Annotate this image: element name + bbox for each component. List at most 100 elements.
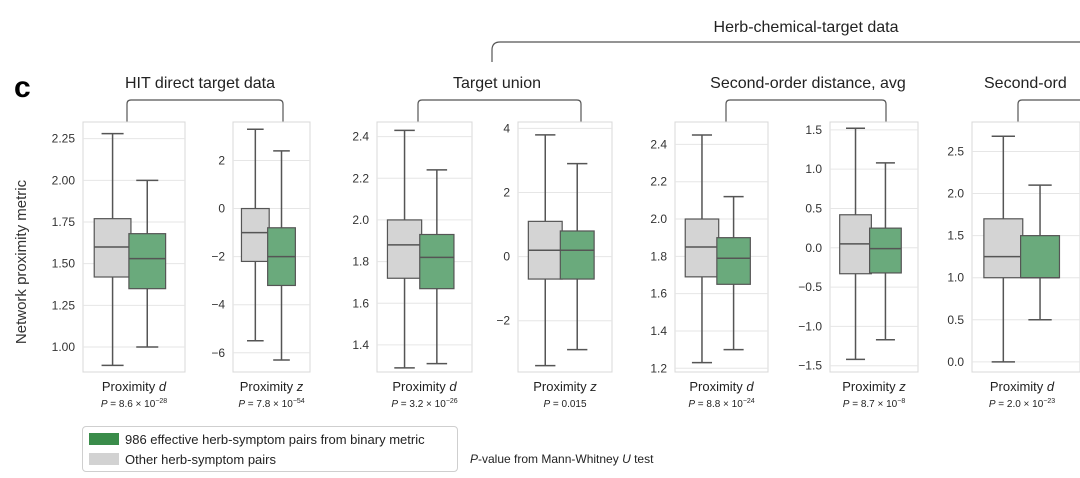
y-tick-label: 1.4: [650, 324, 667, 338]
y-tick-label: 0.0: [805, 241, 822, 255]
y-tick-label: 0.5: [947, 313, 964, 327]
x-axis-label: Proximity z: [533, 379, 597, 394]
y-tick-label: 1.5: [947, 229, 964, 243]
legend-item-effective: 986 effective herb-symptom pairs from bi…: [89, 429, 425, 449]
legend-swatch-effective: [89, 433, 119, 445]
box-other: [684, 134, 720, 364]
group-label: Target union: [453, 75, 541, 92]
x-axis-label: Proximity d: [990, 379, 1055, 394]
box-panel: 1.00 1.25 1.50 1.75 2.00 2.25 Proximity d P = 8…: [52, 121, 186, 410]
box-iqr: [419, 233, 455, 290]
y-tick-label: −0.5: [798, 280, 822, 294]
y-tick-label: 0: [218, 202, 225, 216]
legend-label-other: Other herb-symptom pairs: [125, 451, 276, 467]
p-value-label: P = 3.2 × 10−26: [391, 398, 457, 410]
test-note-u: U: [622, 452, 631, 466]
x-axis-label: Proximity z: [842, 379, 906, 394]
group-label: Second-ord: [984, 75, 1067, 92]
x-axis-label: Proximity d: [392, 379, 457, 394]
x-axis-label: Proximity d: [689, 379, 754, 394]
y-tick-label: 0.0: [947, 355, 964, 369]
box-iqr: [386, 219, 423, 279]
box-iqr: [1019, 235, 1061, 279]
y-tick-label: 2.2: [650, 175, 667, 189]
box-other: [527, 134, 563, 367]
y-tick-label: −6: [211, 346, 225, 360]
y-tick-label: 2.00: [52, 173, 76, 187]
box-panel: 1.4 1.6 1.8 2.0 2.2 2.4 Proximity d P = 3.2 × 1…: [352, 121, 473, 410]
legend-label-effective: 986 effective herb-symptom pairs from bi…: [125, 431, 425, 447]
p-value-label: P = 8.6 × 10−28: [101, 398, 167, 410]
y-tick-label: 1.0: [805, 162, 822, 176]
box-effective: [716, 195, 751, 351]
panel-letter: c: [14, 71, 31, 104]
group-label: Second-order distance, avg: [710, 75, 906, 92]
y-tick-label: 2.5: [947, 144, 964, 158]
p-value-label: P = 0.015: [543, 399, 587, 410]
box-other: [93, 132, 132, 367]
y-tick-label: 0.5: [805, 201, 822, 215]
y-tick-label: 2.0: [650, 212, 667, 226]
y-tick-label: 1.25: [52, 298, 76, 312]
group-label: HIT direct target data: [125, 75, 275, 92]
test-note: P-value from Mann-Whitney U test: [470, 452, 653, 466]
legend-item-other: Other herb-symptom pairs: [89, 449, 276, 469]
y-tick-label: 1.8: [352, 255, 369, 269]
box-panel: −1.5 −1.0 −0.5 0.0 0.5 1.0 1.5 Proximity z P = 8…: [798, 121, 919, 410]
box-other: [240, 128, 270, 342]
y-tick-label: 2: [218, 153, 225, 167]
box-panel: −2 0 2 4 Proximity z P = 0.015: [496, 121, 613, 410]
y-tick-label: 2.4: [650, 137, 667, 151]
box-iqr: [240, 207, 270, 263]
box-effective: [1019, 184, 1061, 321]
box-iqr: [716, 237, 751, 285]
y-tick-label: 2.25: [52, 132, 76, 146]
box-iqr: [559, 230, 595, 280]
x-axis-label: Proximity z: [240, 379, 304, 394]
y-tick-label: 2.0: [947, 187, 964, 201]
box-iqr: [868, 227, 902, 274]
test-note-p: P: [470, 452, 479, 466]
y-tick-label: 4: [503, 121, 510, 135]
test-note-suffix: test: [630, 452, 654, 466]
y-tick-label: 0: [503, 250, 510, 264]
group-bracket: [725, 99, 887, 124]
box-panel: 0.0 0.5 1.0 1.5 2.0 2.5 Proximity d P = 2.0 × 1…: [947, 121, 1080, 410]
y-tick-label: 2.0: [352, 213, 369, 227]
box-effective: [559, 162, 595, 351]
p-value-label: P = 8.8 × 10−24: [688, 398, 754, 410]
y-tick-label: 1.50: [52, 257, 76, 271]
box-iqr: [983, 218, 1024, 279]
y-axis-label: Network proximity metric: [13, 179, 30, 344]
y-tick-label: 1.00: [52, 340, 76, 354]
box-other: [839, 127, 872, 361]
legend: 986 effective herb-symptom pairs from bi…: [82, 426, 458, 472]
box-effective: [419, 169, 455, 365]
box-panel: −6 −4 −2 0 2 Proximity z P = 7.8 × 10−54: [211, 121, 311, 410]
box-panel: 1.2 1.4 1.6 1.8 2.0 2.2 2.4 Proximity d P = 8.8 …: [650, 121, 769, 410]
box-iqr: [128, 233, 167, 290]
x-axis-label: Proximity d: [102, 379, 167, 394]
box-effective: [267, 150, 296, 361]
top-group-label: Herb-chemical-target data: [714, 19, 899, 36]
y-tick-label: 2: [503, 186, 510, 200]
y-tick-label: 1.5: [805, 123, 822, 137]
box-iqr: [684, 218, 720, 278]
top-group-bracket: [491, 41, 1080, 62]
y-tick-label: 1.75: [52, 215, 76, 229]
y-tick-label: −1.0: [798, 319, 822, 333]
group-layer: HIT direct target data Target union Second…: [125, 75, 1080, 124]
y-tick-label: 1.8: [650, 249, 667, 263]
y-tick-label: −4: [211, 298, 225, 312]
box-effective: [128, 179, 167, 348]
p-value-label: P = 7.8 × 10−54: [238, 398, 304, 410]
box-iqr: [93, 218, 132, 278]
y-tick-label: 1.0: [947, 271, 964, 285]
y-tick-label: 1.2: [650, 361, 667, 375]
y-tick-label: −2: [211, 250, 225, 264]
y-tick-label: −2: [496, 314, 510, 328]
y-tick-label: 2.2: [352, 171, 369, 185]
y-tick-label: 2.4: [352, 130, 369, 144]
